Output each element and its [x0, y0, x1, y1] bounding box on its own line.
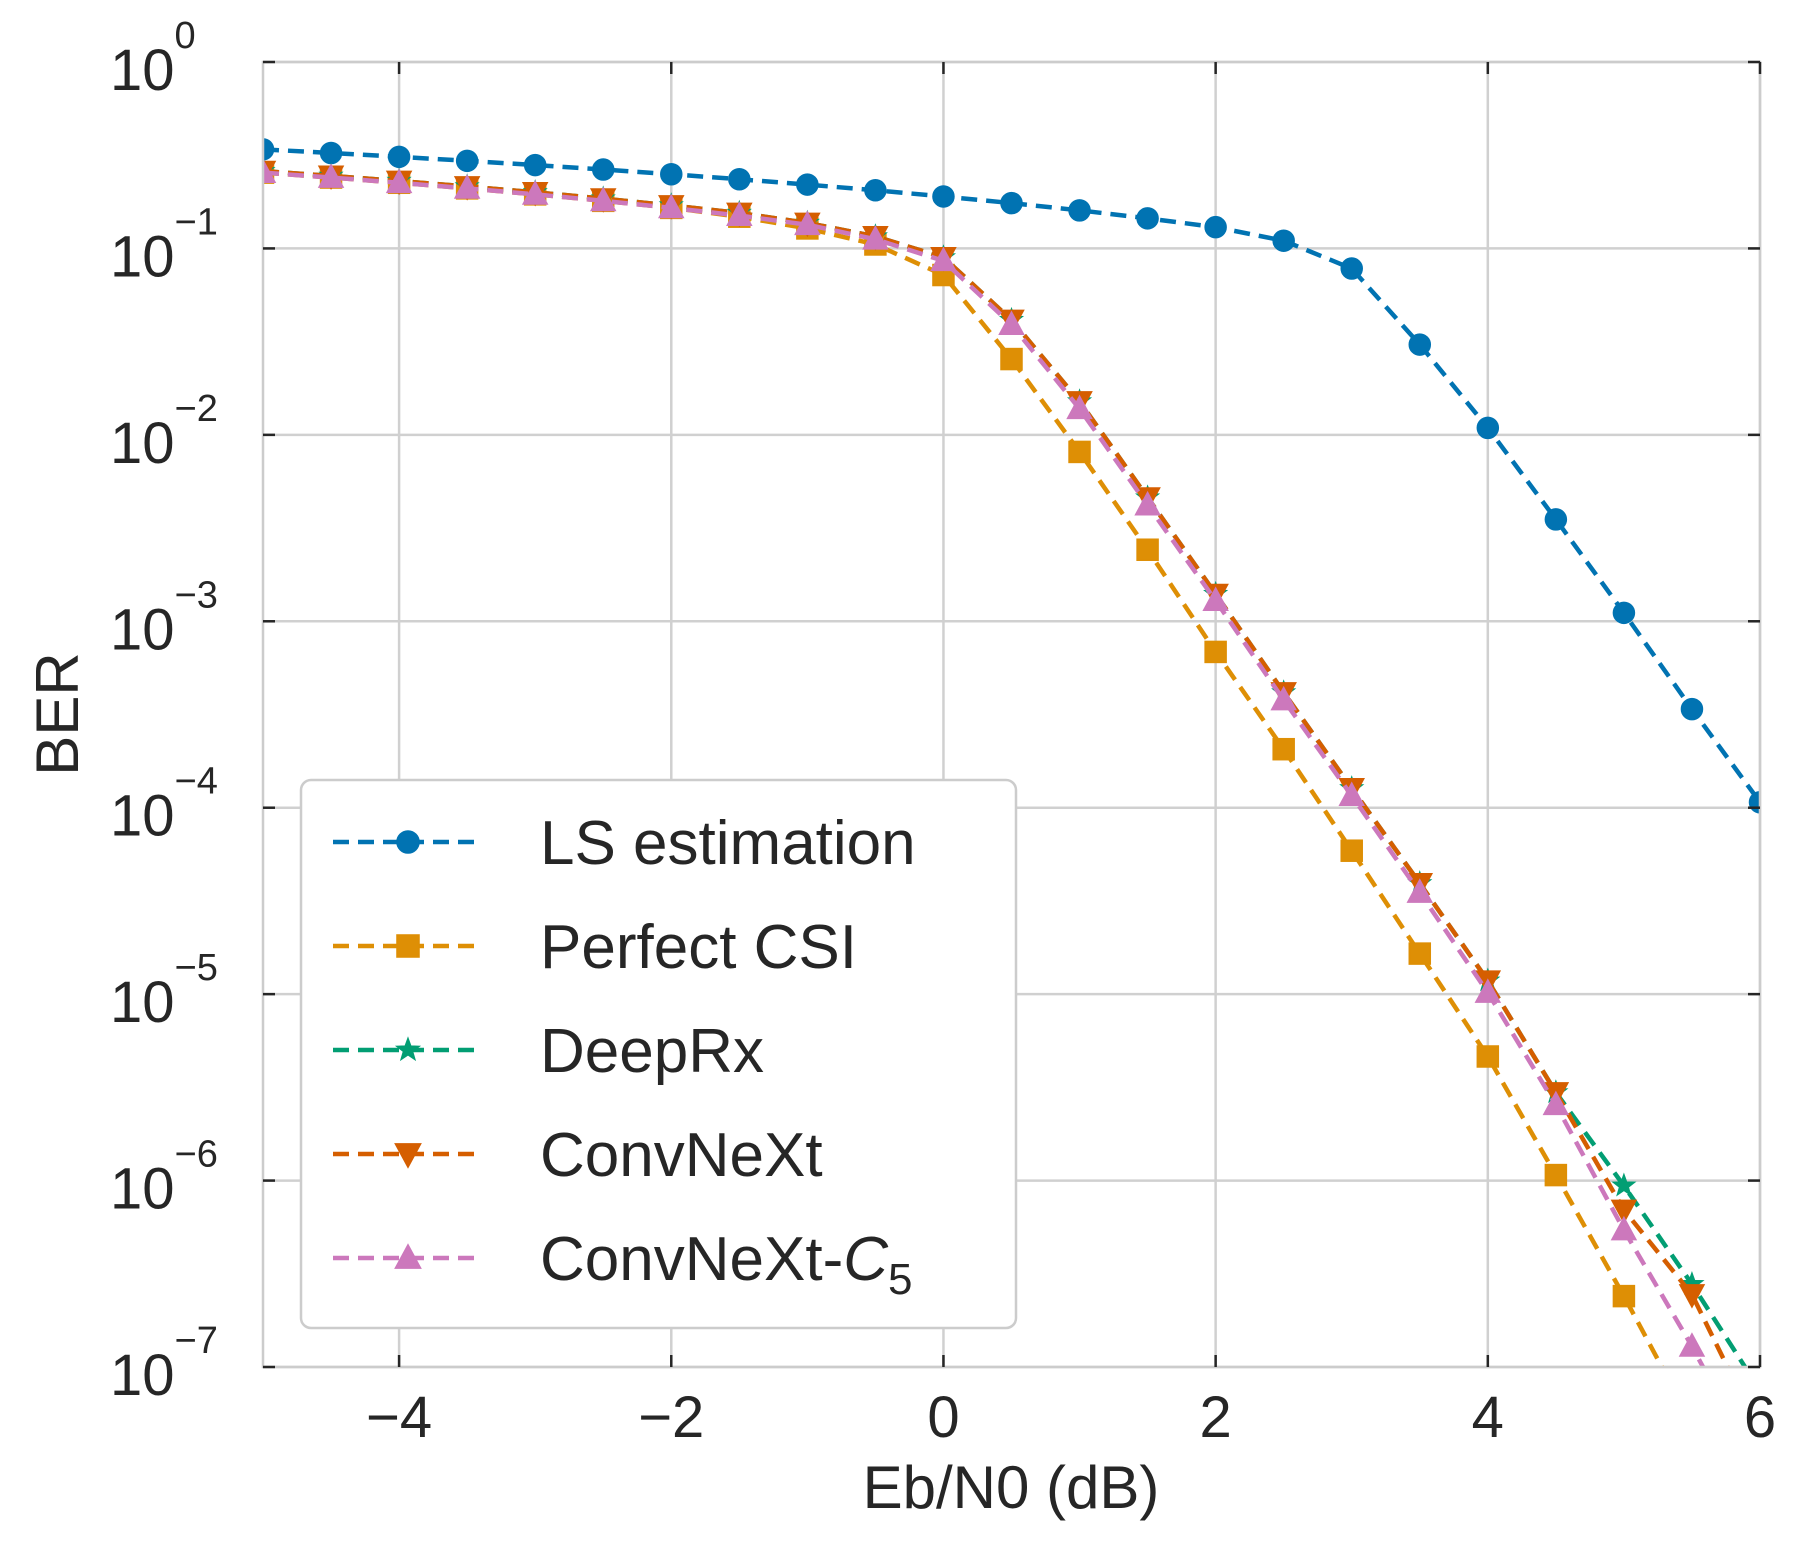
- y-tick-label: 10−3: [110, 574, 218, 662]
- circle-marker: [523, 153, 547, 177]
- triangle-up-marker: [1338, 781, 1365, 807]
- triangle-up-marker: [263, 158, 277, 183]
- circle-marker: [1000, 191, 1023, 215]
- triangle-up-marker: [385, 168, 413, 194]
- legend-label: Perfect CSI: [540, 913, 857, 982]
- y-tick-label: 10−2: [110, 388, 218, 476]
- legend-entry: LS estimation: [333, 809, 916, 878]
- legend-box: [299, 778, 1018, 1330]
- x-tick-label: 0: [927, 1385, 959, 1450]
- circle-marker: [319, 141, 343, 165]
- triangle-up-marker: [317, 163, 345, 188]
- triangle-up-marker: [726, 201, 753, 226]
- circle-marker: [1544, 508, 1568, 531]
- tick-labels: −4 −2 0 2 4 6 100 10−1 10−2 10−3 10−4 10−5 10−6 10−7: [110, 15, 1776, 1450]
- triangle-up-marker: [930, 246, 957, 272]
- triangle-up-marker: [1134, 490, 1161, 516]
- x-tick-label: −2: [638, 1385, 704, 1450]
- legend-label: DeepRx: [540, 1017, 764, 1086]
- triangle-up-marker: [1542, 1090, 1570, 1116]
- x-tick-label: −4: [366, 1385, 432, 1450]
- triangle-up-marker: [1066, 394, 1093, 420]
- circle-marker: [396, 830, 420, 854]
- star-marker: [394, 1036, 422, 1062]
- y-axis-label: BER: [24, 652, 91, 775]
- legend: LS estimation Perfect CSI DeepRx ConvNeXt Co…: [299, 778, 1018, 1330]
- ticks: [263, 60, 1762, 1369]
- triangle-up-marker: [1678, 1332, 1706, 1357]
- x-tick-label: 2: [1200, 1385, 1232, 1450]
- circle-marker: [1476, 416, 1500, 440]
- circle-marker: [591, 158, 615, 181]
- legend-label: ConvNeXt-C5: [540, 1225, 912, 1304]
- square-marker: [1544, 1163, 1568, 1187]
- circle-marker: [1204, 215, 1227, 239]
- plot-frame: [261, 60, 1762, 1369]
- square-marker: [1136, 538, 1159, 561]
- circle-marker: [1408, 333, 1432, 356]
- square-marker: [1476, 1045, 1500, 1068]
- triangle-up-marker: [1610, 1215, 1638, 1241]
- y-tick-label: 10−1: [110, 201, 218, 289]
- legend-label: ConvNeXt: [540, 1121, 823, 1190]
- triangle-down-marker: [1610, 1199, 1638, 1225]
- square-marker: [396, 934, 420, 958]
- triangle-up-marker: [453, 174, 481, 199]
- triangle-up-marker: [794, 210, 821, 236]
- square-marker: [1408, 942, 1432, 965]
- triangle-up-marker: [998, 310, 1025, 336]
- x-axis-label: Eb/N0 (dB): [863, 1454, 1160, 1521]
- triangle-up-marker: [1270, 685, 1297, 711]
- legend-entry: Perfect CSI: [333, 913, 857, 982]
- circle-marker: [796, 173, 819, 196]
- square-marker: [1204, 640, 1227, 664]
- square-marker: [1068, 440, 1091, 464]
- triangle-up-marker: [589, 186, 617, 212]
- y-tick-label: 10−4: [110, 761, 218, 849]
- legend-entry: ConvNeXt-C5: [333, 1225, 912, 1304]
- series-layer: [263, 138, 1772, 1482]
- circle-marker: [455, 149, 479, 173]
- y-tick-label: 10−7: [110, 1320, 218, 1408]
- square-marker: [1000, 347, 1023, 371]
- circle-marker: [932, 185, 955, 208]
- circle-marker: [660, 162, 683, 186]
- legend-label: LS estimation: [540, 809, 916, 878]
- series-ls-estimation: [263, 138, 1760, 814]
- legend-entry: ConvNeXt: [333, 1121, 823, 1190]
- circle-marker: [728, 168, 751, 191]
- square-marker: [1681, 1413, 1702, 1434]
- triangle-up-marker: [521, 180, 549, 205]
- square-marker: [1272, 737, 1295, 761]
- square-marker: [1612, 1284, 1636, 1308]
- circle-marker: [864, 179, 887, 202]
- x-tick-label: 4: [1472, 1385, 1504, 1450]
- circle-marker: [1272, 229, 1295, 252]
- circle-marker: [1680, 697, 1704, 721]
- series-convnext-c-: [263, 158, 1772, 1482]
- triangle-up-marker: [394, 1243, 422, 1269]
- triangle-down-marker: [1678, 1284, 1706, 1309]
- circle-marker: [263, 138, 275, 161]
- triangle-up-marker: [862, 225, 889, 250]
- circle-marker: [1136, 207, 1159, 230]
- triangle-up-marker: [1474, 978, 1502, 1003]
- y-tick-label: 10−6: [110, 1134, 218, 1222]
- y-tick-label: 100: [110, 15, 196, 103]
- triangle-down-marker: [394, 1143, 422, 1169]
- circle-marker: [1068, 199, 1091, 222]
- triangle-up-marker: [1748, 1460, 1772, 1482]
- square-marker: [1340, 839, 1363, 862]
- star-marker: [1611, 1172, 1637, 1197]
- legend-entry: DeepRx: [333, 1017, 764, 1086]
- circle-marker: [1612, 601, 1636, 625]
- triangle-up-marker: [1406, 878, 1434, 903]
- triangle-up-marker: [1202, 586, 1229, 612]
- circle-marker: [387, 145, 411, 169]
- triangle-up-marker: [658, 193, 685, 219]
- y-tick-label: 10−5: [110, 947, 218, 1035]
- x-tick-label: 6: [1744, 1385, 1776, 1450]
- circle-marker: [1340, 257, 1363, 280]
